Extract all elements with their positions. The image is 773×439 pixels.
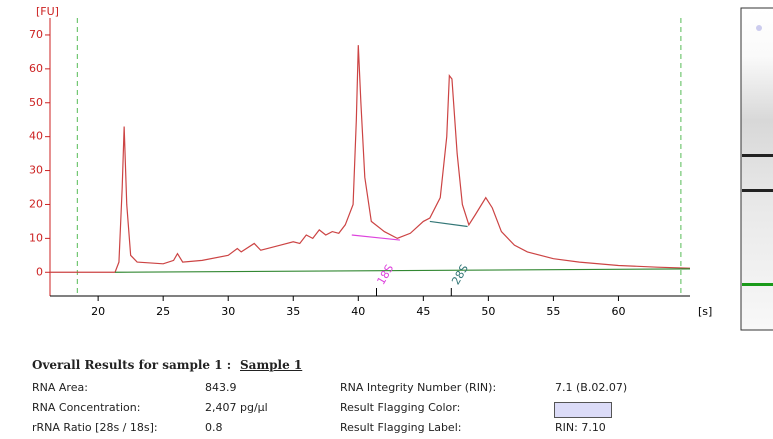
y-tick-label: 10 [29,231,43,244]
trace [115,268,691,273]
result-label: RNA Concentration: [32,401,141,414]
x-tick-label: 45 [416,305,430,318]
x-tick-label: 60 [611,305,625,318]
trace [351,234,400,241]
trace [429,220,468,228]
gel-image [740,7,773,331]
x-tick-label: 20 [91,305,105,318]
results-panel: Overall Results for sample 1 : Sample 1 … [0,350,773,439]
x-unit-label: [s] [698,305,712,318]
x-tick-label: 35 [286,305,300,318]
result-value: 0.8 [205,421,223,434]
x-tick-label: 55 [546,305,560,318]
chart: [FU] [s] 0 10 20 30 40 50 60 70 20 25 30 35 40 45 50 55 6… [29,5,773,331]
sample-name: Sample 1 [240,358,303,372]
result-label: Result Flagging Label: [340,421,462,434]
results-title: Overall Results for sample 1 : [32,358,232,372]
flag-color-box [554,402,612,418]
y-tick-label: 50 [29,96,43,109]
result-label: RNA Integrity Number (RIN): [340,381,497,394]
x-tick-label: 50 [481,305,495,318]
y-tick-label: 70 [29,28,43,41]
trace [50,45,691,273]
y-tick-label: 40 [29,130,43,143]
x-tick-label: 30 [221,305,235,318]
y-tick-label: 60 [29,62,43,75]
y-unit-label: [FU] [36,5,59,18]
result-value: RIN: 7.10 [555,421,606,434]
result-value: 7.1 (B.02.07) [555,381,628,394]
result-label: Result Flagging Color: [340,401,461,414]
result-label: RNA Area: [32,381,88,394]
peak-label: 18S [374,262,396,287]
y-tick-label: 0 [36,265,43,278]
x-tick-label: 40 [351,305,365,318]
peak-label: 28S [449,262,471,287]
result-value: 843.9 [205,381,237,394]
y-tick-label: 30 [29,164,43,177]
result-label: rRNA Ratio [28s / 18s]: [32,421,158,434]
x-tick-label: 25 [156,305,170,318]
y-tick-label: 20 [29,197,43,210]
result-value: 2,407 pg/µl [205,401,268,414]
